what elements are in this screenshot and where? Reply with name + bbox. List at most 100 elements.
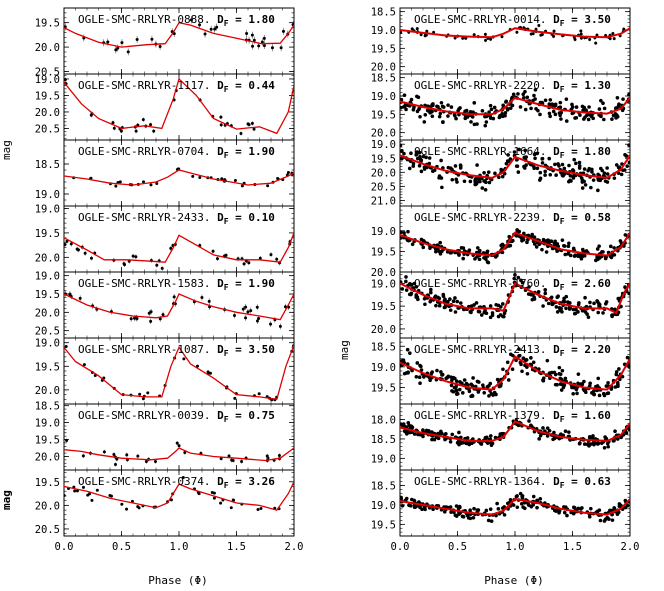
data-point — [467, 248, 472, 252]
data-point — [592, 392, 596, 397]
data-point — [516, 92, 520, 96]
data-point — [109, 494, 113, 498]
y-tick-label: 20.0 — [35, 451, 60, 463]
data-point — [525, 371, 530, 376]
data-point — [613, 308, 617, 312]
data-point — [476, 309, 481, 314]
data-point — [432, 168, 437, 173]
data-point — [605, 166, 609, 170]
data-point — [469, 120, 473, 124]
data-point — [564, 294, 569, 299]
data-point — [416, 432, 420, 437]
data-point — [516, 170, 521, 174]
data-point — [489, 392, 494, 396]
data-point — [404, 107, 408, 112]
light-curve-panel: 18.5 19.0 19.5 20.0 OGLE-SMC-RRLYR-2220. DF … — [371, 73, 631, 141]
data-point — [448, 308, 453, 312]
data-point — [532, 93, 536, 98]
data-point — [462, 179, 467, 184]
data-point — [265, 454, 269, 458]
data-point — [409, 151, 413, 155]
data-point — [523, 107, 528, 112]
data-point — [500, 302, 505, 306]
data-point — [423, 34, 427, 38]
data-point — [480, 109, 485, 113]
data-point — [213, 27, 217, 31]
dm-value: = 0.10 — [229, 211, 275, 224]
y-tick-label: 20.0 — [35, 385, 60, 397]
data-point — [595, 299, 599, 303]
data-point — [605, 391, 610, 396]
data-point — [460, 514, 465, 519]
data-point — [443, 437, 448, 441]
data-point — [550, 102, 555, 106]
data-point — [535, 505, 539, 510]
data-point — [473, 257, 477, 261]
data-point — [422, 375, 426, 379]
data-point — [571, 307, 576, 312]
data-point — [482, 390, 487, 395]
data-point — [557, 365, 562, 370]
star-name: OGLE-SMC-RRLYR-2433. — [78, 211, 217, 224]
data-point — [474, 301, 479, 305]
data-point — [505, 107, 510, 112]
data-point — [406, 370, 410, 375]
data-point — [577, 301, 581, 305]
data-point — [570, 111, 575, 116]
panel-label: OGLE-SMC-RRLYR-1379. DF = 1.60 — [414, 409, 611, 424]
data-point — [147, 311, 151, 315]
data-point — [207, 299, 211, 303]
y-tick-label: 19.0 — [371, 362, 396, 374]
data-point — [255, 305, 259, 309]
data-point — [484, 38, 488, 42]
data-point — [582, 254, 587, 258]
x-tick-label: 0.0 — [55, 541, 74, 553]
x-tick-label: 1.5 — [563, 541, 582, 553]
data-point — [64, 344, 68, 348]
data-point — [448, 166, 453, 171]
data-point — [499, 167, 503, 172]
data-point — [529, 423, 533, 428]
data-point — [459, 440, 463, 445]
data-point — [129, 317, 133, 321]
data-point — [553, 112, 558, 117]
data-point — [531, 494, 536, 499]
data-point — [588, 506, 593, 511]
data-point — [448, 505, 453, 509]
data-point — [625, 355, 630, 360]
data-point — [529, 32, 533, 36]
data-point — [598, 518, 603, 523]
data-point — [548, 98, 553, 102]
data-point — [462, 378, 467, 382]
data-point — [219, 457, 223, 461]
left-y-axis-label-bottom: mag — [0, 490, 13, 510]
y-tick-label: 19.5 — [371, 383, 396, 395]
data-point — [471, 376, 475, 380]
data-point — [402, 429, 407, 433]
data-point — [450, 389, 454, 393]
data-point — [519, 501, 524, 506]
panel-label: OGLE-SMC-RRLYR-0704. DF = 1.90 — [78, 145, 275, 160]
data-point — [608, 37, 612, 41]
y-tick-label: 19.0 — [35, 74, 60, 86]
y-tick-label: 18.5 — [371, 434, 396, 446]
data-point — [415, 361, 420, 365]
data-point — [627, 291, 630, 296]
data-point — [230, 458, 234, 462]
data-point — [472, 122, 477, 127]
data-point — [454, 504, 459, 508]
data-point — [574, 161, 578, 166]
data-point — [614, 372, 619, 377]
data-point — [503, 111, 508, 115]
data-point — [558, 105, 563, 110]
data-point — [574, 105, 579, 109]
data-point — [408, 351, 412, 355]
data-point — [256, 507, 260, 511]
y-tick-label: 19.0 — [371, 139, 396, 151]
data-point — [252, 127, 256, 131]
data-point — [456, 506, 461, 511]
data-point — [400, 105, 403, 110]
y-tick-label: 19.5 — [371, 246, 396, 258]
data-point — [102, 450, 106, 454]
data-point — [572, 157, 577, 162]
